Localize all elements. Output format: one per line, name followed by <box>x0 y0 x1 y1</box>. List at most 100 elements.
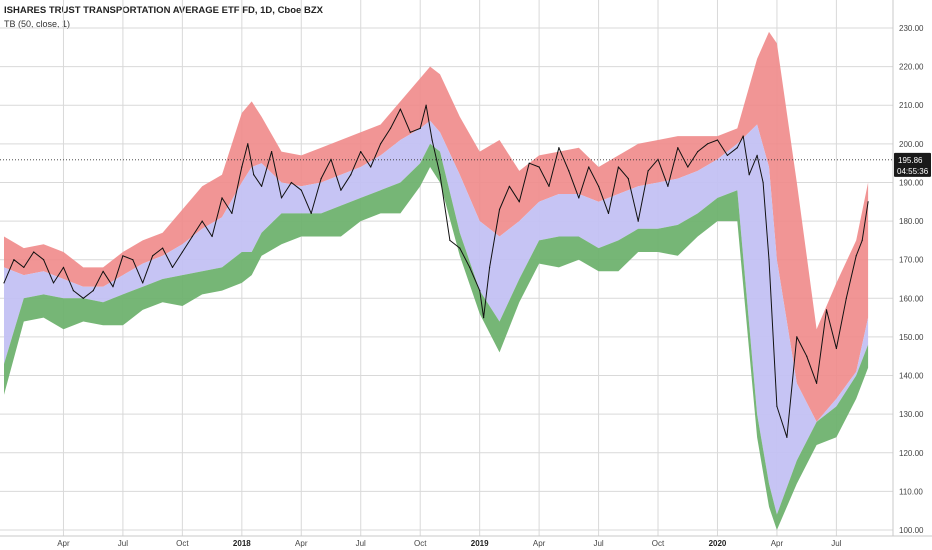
price-point <box>449 239 451 241</box>
time-axis-tick: Apr <box>771 539 784 548</box>
price-point <box>13 259 15 261</box>
price-point <box>253 174 255 176</box>
price-point <box>867 201 869 203</box>
price-point <box>598 185 600 187</box>
chart-title: ISHARES TRUST TRANSPORTATION AVERAGE ETF… <box>4 5 323 16</box>
price-point <box>439 174 441 176</box>
price-point <box>320 178 322 180</box>
price-point <box>568 170 570 172</box>
price-point <box>489 266 491 268</box>
price-point <box>300 189 302 191</box>
price-point <box>528 162 530 164</box>
price-point <box>142 282 144 284</box>
price-point <box>102 270 104 272</box>
price-line <box>3 104 869 438</box>
price-point <box>82 297 84 299</box>
price-point <box>835 347 838 350</box>
price-point <box>201 220 203 222</box>
time-axis-tick: Jul <box>831 539 841 548</box>
last-price-tag: 195.86 04:55:36 <box>0 152 931 177</box>
price-point <box>191 235 193 238</box>
upper-band-area <box>4 31 869 422</box>
price-point <box>647 170 649 172</box>
price-point <box>389 127 392 129</box>
price-point <box>399 108 401 110</box>
price-point <box>806 355 808 357</box>
price-layer <box>3 104 869 438</box>
price-point <box>241 166 243 168</box>
price-point <box>756 154 758 156</box>
time-axis-tick: Apr <box>295 539 308 548</box>
price-point <box>360 151 362 153</box>
price-point <box>231 212 233 214</box>
price-point <box>538 166 540 168</box>
price-point <box>271 151 273 153</box>
price-axis-tick: 100.00 <box>899 526 924 535</box>
price-tag-countdown: 04:55:36 <box>897 167 929 176</box>
price-axis-tick: 200.00 <box>899 140 924 149</box>
price-point <box>762 181 764 184</box>
price-point <box>181 251 183 253</box>
price-point <box>578 197 580 199</box>
price-point <box>742 135 744 137</box>
price-point <box>479 290 481 292</box>
price-point <box>23 266 25 268</box>
indicator-label[interactable]: TB (50, close, 1) <box>4 19 71 29</box>
price-point <box>518 201 520 203</box>
time-axis-tick: Oct <box>652 539 665 548</box>
time-axis-tick: Oct <box>414 539 427 548</box>
price-point <box>498 208 501 211</box>
price-point <box>162 247 164 249</box>
price-point <box>786 436 788 438</box>
price-point <box>261 185 263 187</box>
price-axis-tick: 120.00 <box>899 449 924 458</box>
price-point <box>667 185 669 187</box>
price-point <box>796 336 798 338</box>
time-axis-tick: Apr <box>57 539 70 548</box>
price-point <box>845 297 847 299</box>
price-axis-tick: 210.00 <box>899 101 924 110</box>
price-point <box>72 290 74 292</box>
price-point <box>43 259 45 261</box>
time-axis-tick: 2019 <box>471 539 489 548</box>
price-axis-tick: 140.00 <box>899 372 924 381</box>
time-axis-tick: Jul <box>593 539 603 548</box>
price-axis-tick: 180.00 <box>899 217 924 226</box>
time-axis-tick: 2018 <box>233 539 251 548</box>
price-axis-tick: 150.00 <box>899 333 924 342</box>
price-point <box>816 382 818 384</box>
price-point <box>425 104 427 106</box>
price-point <box>52 282 55 284</box>
price-point <box>588 166 590 168</box>
price-point <box>825 309 828 311</box>
price-point <box>707 143 709 145</box>
price-point <box>409 131 411 133</box>
price-point <box>637 220 639 222</box>
price-point <box>768 259 770 261</box>
price-point <box>221 197 223 199</box>
price-point <box>340 189 342 191</box>
time-axis: Apr Jul Oct 2018 Apr Jul Oct 2019 Apr Jul Oct 2020 A… <box>57 539 841 548</box>
middle-band-area <box>4 120 869 515</box>
time-axis-tick: Jul <box>356 539 366 548</box>
price-point <box>776 405 778 407</box>
price-point <box>687 166 689 168</box>
price-point <box>726 154 729 156</box>
time-axis-tick: 2020 <box>709 539 727 548</box>
price-point <box>122 255 124 257</box>
price-point <box>33 251 35 253</box>
price-point <box>370 166 372 168</box>
price-point <box>627 178 629 180</box>
price-point <box>211 235 213 238</box>
time-axis-tick: Oct <box>176 539 189 548</box>
price-point <box>380 143 382 145</box>
price-axis-tick: 230.00 <box>899 24 924 33</box>
lower-band-area <box>4 143 869 531</box>
price-point <box>677 147 679 149</box>
price-axis-tick: 190.00 <box>899 178 924 187</box>
price-axis-tick: 220.00 <box>899 63 924 72</box>
price-point <box>152 255 154 257</box>
price-point <box>617 166 620 168</box>
price-axis: 100.00 110.00 120.00 130.00 140.00 150.00 160.… <box>899 24 924 535</box>
